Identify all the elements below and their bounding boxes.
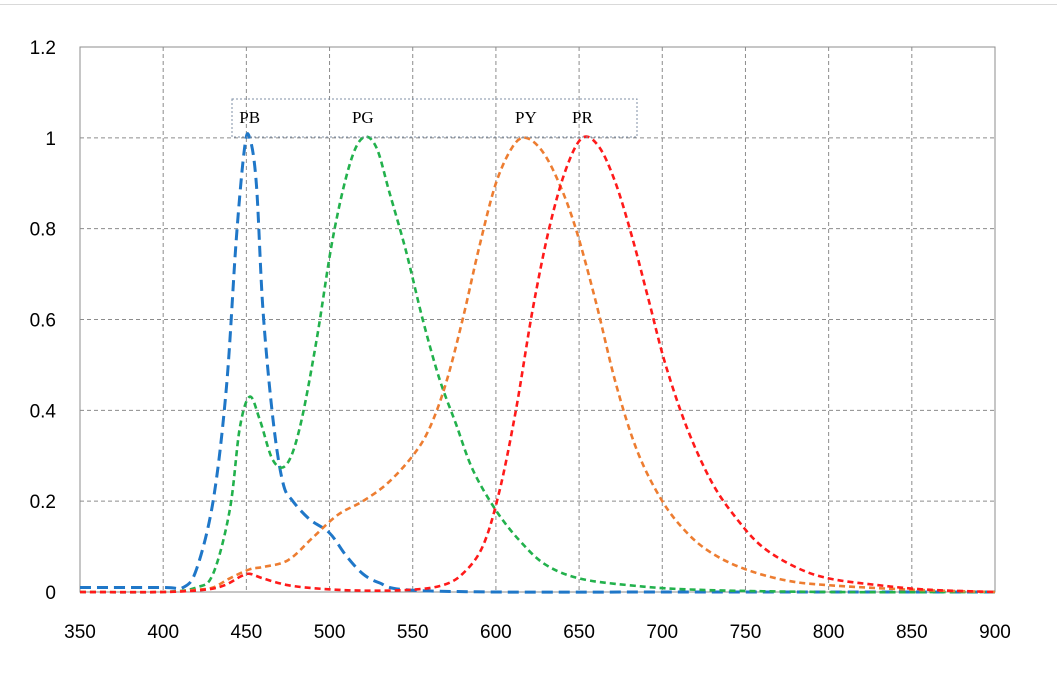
x-tick-label: 850 [896, 622, 928, 643]
legend-frame [231, 98, 638, 138]
x-tick-label: 450 [231, 622, 263, 643]
x-tick-label: 900 [979, 622, 1011, 643]
series-line-pr [79, 135, 996, 594]
x-tick-label: 500 [314, 622, 346, 643]
series-label-pb: PB [239, 108, 260, 127]
y-tick-label: 0 [45, 583, 56, 604]
y-tick-label: 1.2 [30, 38, 56, 59]
y-tick-label: 0.6 [30, 311, 56, 332]
series-layer [79, 132, 996, 594]
legend-box: PB PG PY PR [231, 98, 638, 138]
x-tick-label: 700 [646, 622, 678, 643]
x-tick-label: 550 [397, 622, 429, 643]
x-tick-label: 400 [147, 622, 179, 643]
y-tick-label: 0.8 [30, 220, 56, 241]
gridlines [80, 47, 995, 592]
y-tick-label: 0.4 [30, 401, 57, 422]
series-line-py [79, 136, 996, 594]
y-axis-ticks: 0 0.2 0.4 0.6 0.8 1 1.2 [30, 38, 57, 604]
x-tick-label: 600 [480, 622, 512, 643]
y-tick-label: 1 [45, 129, 56, 150]
y-tick-label: 0.2 [30, 492, 56, 513]
series-label-pg: PG [352, 108, 374, 127]
series-label-py: PY [515, 108, 537, 127]
series-label-pr: PR [572, 108, 593, 127]
x-tick-label: 350 [64, 622, 96, 643]
plot-frame [79, 46, 996, 593]
x-tick-label: 750 [730, 622, 762, 643]
top-divider-line [0, 4, 1057, 5]
x-tick-label: 650 [563, 622, 595, 643]
x-axis-ticks: 350 400 450 500 550 600 650 700 750 800 850 900 [64, 622, 1011, 643]
series-line-pb [80, 132, 995, 594]
series-line-pg [79, 135, 996, 594]
x-tick-label: 800 [813, 622, 845, 643]
